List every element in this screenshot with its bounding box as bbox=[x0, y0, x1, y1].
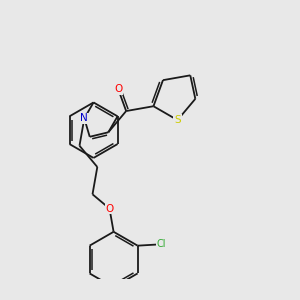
Text: N: N bbox=[80, 113, 88, 123]
Text: Cl: Cl bbox=[157, 239, 166, 249]
Text: S: S bbox=[174, 115, 181, 125]
Text: O: O bbox=[105, 204, 114, 214]
Text: O: O bbox=[114, 84, 122, 94]
